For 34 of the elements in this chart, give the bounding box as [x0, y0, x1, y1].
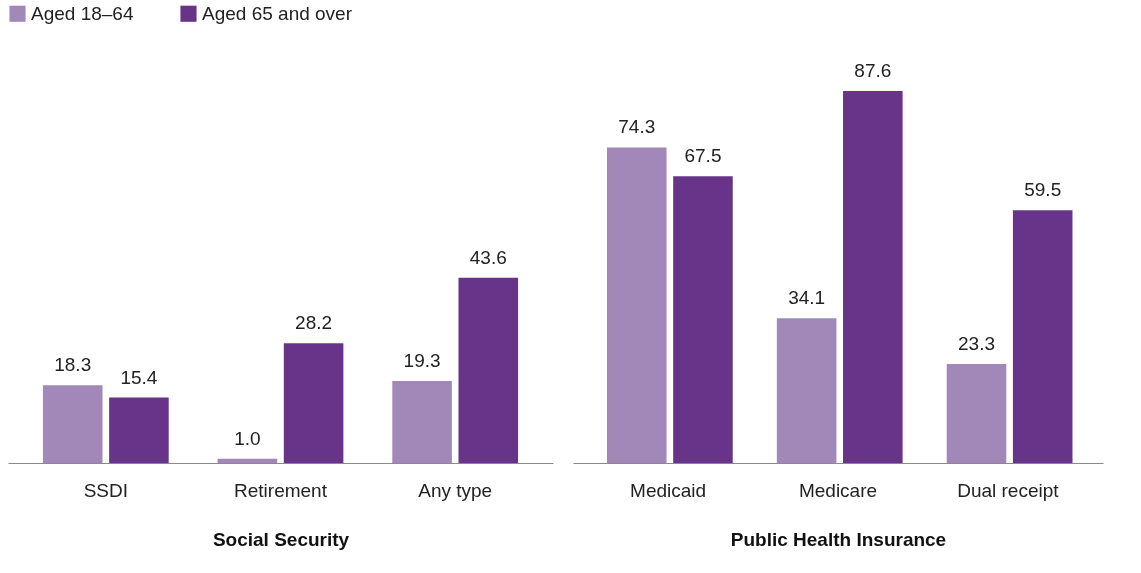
x-tick-label: Dual receipt	[957, 479, 1060, 501]
x-tick-label: Any type	[418, 479, 493, 501]
data-label: 34.1	[788, 287, 826, 309]
data-label: 59.5	[1024, 179, 1062, 201]
bar	[283, 343, 344, 463]
bar	[673, 176, 733, 463]
x-tick-label: Retirement	[234, 479, 328, 501]
legend-label: Aged 18–64	[31, 2, 134, 24]
legend-label: Aged 65 and over	[202, 2, 353, 24]
x-tick-label: Medicaid	[630, 479, 707, 501]
data-label: 87.6	[854, 60, 892, 81]
data-label: 1.0	[234, 427, 261, 449]
data-label: 23.3	[958, 333, 995, 355]
bar	[776, 318, 837, 463]
bar	[392, 381, 452, 463]
bar	[606, 147, 667, 463]
data-label: 67.5	[684, 145, 722, 167]
x-axis-title: Public Health Insurance	[730, 528, 947, 550]
data-label: 15.4	[120, 366, 158, 388]
bar	[217, 458, 278, 463]
bar	[843, 91, 903, 463]
data-label: 43.6	[469, 246, 507, 268]
bar	[42, 385, 103, 463]
data-label: 74.3	[618, 116, 656, 138]
data-label: 28.2	[295, 312, 333, 334]
data-label: 19.3	[403, 350, 441, 372]
bar	[458, 277, 519, 463]
x-axis-title: Social Security	[212, 528, 350, 550]
x-tick-label: SSDI	[83, 479, 128, 501]
bar	[946, 364, 1007, 463]
data-label: 18.3	[54, 354, 92, 376]
bar	[109, 397, 169, 463]
bar	[1012, 210, 1073, 463]
x-tick-label: Medicare	[798, 479, 878, 501]
